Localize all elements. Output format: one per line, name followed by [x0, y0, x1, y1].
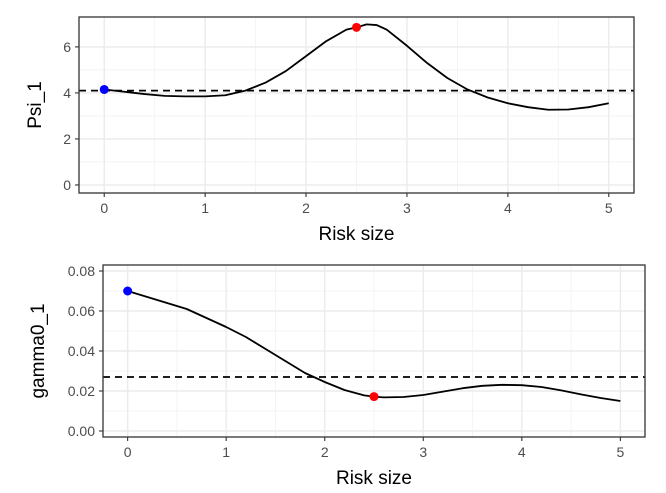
x-tick-label: 5 [616, 444, 624, 460]
x-axis-title: Risk size [318, 224, 394, 245]
y-tick-label: 0.06 [68, 303, 95, 319]
highlight-point [352, 22, 361, 32]
x-tick-label: 4 [504, 200, 512, 216]
y-tick-label: 4 [63, 85, 71, 101]
x-tick-label: 0 [100, 200, 108, 216]
x-tick-label: 4 [518, 444, 526, 460]
y-tick-label: 0 [63, 177, 71, 193]
x-tick-label: 3 [419, 444, 427, 460]
y-tick-label: 6 [63, 39, 71, 55]
series-line [104, 23, 609, 111]
y-tick-label: 0.02 [68, 383, 95, 399]
x-tick-label: 2 [302, 200, 310, 216]
y-tick-label: 0.00 [68, 423, 95, 439]
x-tick-label: 5 [605, 200, 613, 216]
x-tick-label: 0 [124, 444, 132, 460]
y-tick-label: 0.04 [68, 343, 95, 359]
x-tick-label: 2 [321, 444, 329, 460]
start-point [99, 84, 109, 94]
y-tick-label: 2 [63, 131, 71, 147]
start-point [123, 286, 133, 296]
x-axis-title: Risk size [336, 468, 412, 489]
y-axis-title: Psi_1 [25, 81, 46, 129]
x-tick-label: 1 [201, 200, 209, 216]
panel-border [78, 16, 635, 194]
y-tick-label: 0.08 [68, 263, 95, 279]
panel-1: 0 1 2 3 4 5 0 2 4 6 Risk size Psi_1 [25, 16, 635, 245]
y-axis-title: gamma0_1 [28, 303, 49, 398]
panel-2: 0 1 2 3 4 5 0.00 0.02 0.04 0.06 0.08 Risk size gamma… [28, 263, 646, 489]
highlight-point [369, 392, 379, 402]
x-tick-label: 1 [222, 444, 230, 460]
x-tick-label: 3 [403, 200, 411, 216]
